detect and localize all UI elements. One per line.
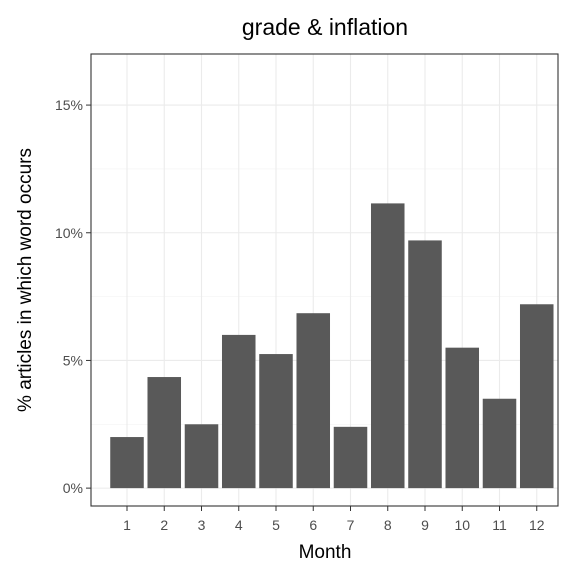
y-tick-label: 5% <box>63 352 83 368</box>
x-axis-ticks: 1 2 3 4 5 6 7 8 9 10 11 12 <box>123 506 545 533</box>
bar-month-7 <box>333 426 368 489</box>
x-tick-label: 11 <box>492 517 507 533</box>
x-axis-title: Month <box>299 542 352 563</box>
bar-month-3 <box>184 424 219 489</box>
bar-month-5 <box>259 354 293 489</box>
y-axis-title: % articles in which word occurs <box>15 148 36 412</box>
panel-border <box>90 53 559 507</box>
bar-month-2 <box>147 377 182 489</box>
x-tick-label: 6 <box>309 517 317 533</box>
bar-month-10 <box>445 347 480 489</box>
x-tick-label: 12 <box>529 517 545 533</box>
x-tick-label: 8 <box>384 517 392 533</box>
x-tick-label: 7 <box>347 517 355 533</box>
x-tick-label: 2 <box>160 517 168 533</box>
bar-month-8 <box>370 203 405 489</box>
bar-month-6 <box>296 313 331 489</box>
x-tick-label: 5 <box>272 517 280 533</box>
chart-title: grade & inflation <box>242 14 408 40</box>
x-tick-label: 1 <box>123 517 131 533</box>
x-tick-label: 10 <box>454 517 470 533</box>
x-tick-label: 3 <box>198 517 206 533</box>
bar-month-4 <box>221 334 256 489</box>
y-tick-label: 0% <box>63 480 83 496</box>
y-axis-ticks: 0% 5% 10% 15% <box>55 97 91 496</box>
bar-month-11 <box>482 398 517 489</box>
bars <box>110 203 554 489</box>
x-tick-label: 4 <box>235 517 243 533</box>
y-tick-label: 10% <box>55 225 83 241</box>
y-tick-label: 15% <box>55 97 83 113</box>
bar-month-12 <box>519 304 554 489</box>
x-tick-label: 9 <box>421 517 429 533</box>
bar-month-9 <box>408 240 442 489</box>
bar-month-1 <box>110 437 144 489</box>
